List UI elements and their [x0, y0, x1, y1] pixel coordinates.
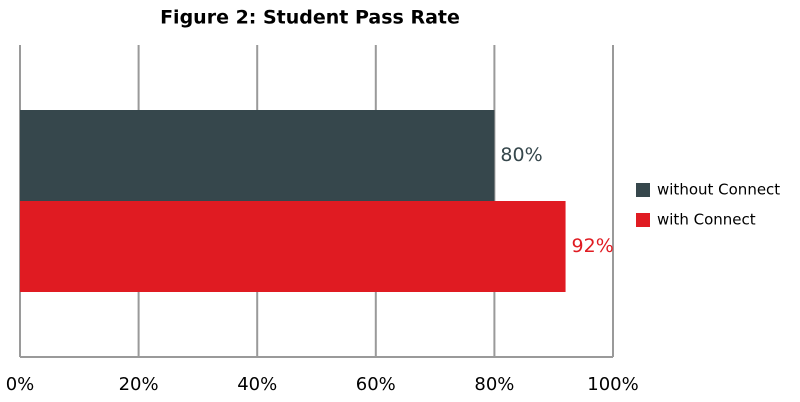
legend-label: without Connect — [657, 181, 780, 199]
bar — [20, 201, 566, 292]
legend-label: with Connect — [657, 211, 756, 229]
chart-title: Figure 2: Student Pass Rate — [160, 7, 460, 29]
legend-swatch — [636, 213, 650, 227]
x-tick-label: 0% — [6, 374, 35, 395]
x-tick-label: 100% — [587, 374, 638, 395]
data-label: 92% — [572, 235, 614, 257]
x-tick-label: 80% — [474, 374, 514, 395]
legend-swatch — [636, 183, 650, 197]
x-tick-label: 60% — [356, 374, 396, 395]
x-tick-label: 40% — [237, 374, 277, 395]
data-label: 80% — [500, 144, 542, 166]
bar — [20, 110, 495, 201]
x-tick-label: 20% — [119, 374, 159, 395]
